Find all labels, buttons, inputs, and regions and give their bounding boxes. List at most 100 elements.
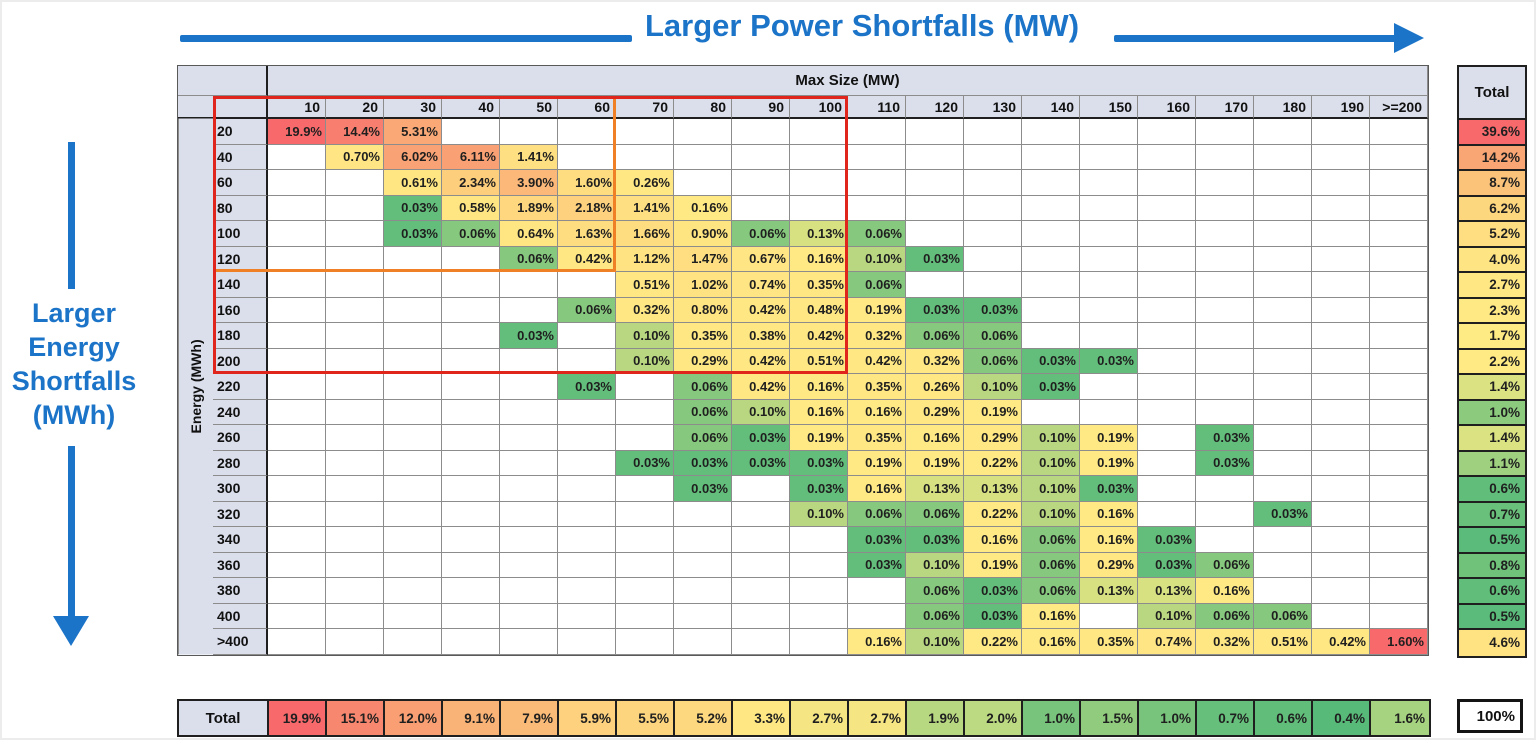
heatmap-cell: 0.03% [906,527,964,553]
heatmap-cell [674,527,732,553]
heatmap-cell: 0.13% [1080,578,1138,604]
heatmap-cell [616,629,674,655]
row-total-cell: 39.6% [1459,120,1525,146]
heatmap-cell [1254,425,1312,451]
heatmap-cell: 0.03% [1138,552,1196,578]
heatmap-cell [790,527,848,553]
heatmap-cell [674,629,732,655]
heatmap-cell [326,246,384,272]
heatmap-cell [732,629,790,655]
heatmap-cell [790,603,848,629]
heatmap-cell [1196,272,1254,298]
heatmap-cell [558,323,616,349]
heatmap-cell [1254,552,1312,578]
heatmap-cell [1138,399,1196,425]
heatmap-cell: 0.03% [1022,374,1080,400]
col-total-cell: 7.9% [501,701,559,735]
heatmap-cell [384,323,442,349]
row-total-cell: 4.0% [1459,247,1525,273]
heatmap-cell [558,119,616,145]
heatmap-cell [558,578,616,604]
heatmap-cell [790,629,848,655]
heatmap-cell [732,144,790,170]
heatmap-cell [1022,323,1080,349]
heatmap-cell [326,578,384,604]
heatmap-cell: 0.03% [674,476,732,502]
heatmap-cell: 5.31% [384,119,442,145]
row-total-cell: 5.2% [1459,222,1525,248]
heatmap-cell [1022,144,1080,170]
heatmap-cell [500,399,558,425]
heatmap-cell [1370,246,1428,272]
heatmap-cell: 0.16% [1022,629,1080,655]
heatmap-cell: 0.35% [674,323,732,349]
col-header-110: 110 [848,96,906,119]
row-total-cell: 0.5% [1459,604,1525,630]
row-header-200: 200 [213,348,268,374]
heatmap-cell [1138,272,1196,298]
heatmap-cell [442,425,500,451]
heatmap-cell: 0.42% [790,323,848,349]
heatmap-cell [1022,170,1080,196]
heatmap-cell [964,195,1022,221]
heatmap-cell: 0.16% [1080,527,1138,553]
heatmap-cell [384,425,442,451]
heatmap-cell: 0.06% [1196,552,1254,578]
heatmap-cell [732,501,790,527]
heatmap-cell [1080,272,1138,298]
heatmap-cell [1312,399,1370,425]
heatmap-cell: 0.32% [1196,629,1254,655]
row-header-100: 100 [213,221,268,247]
row-header-320: 320 [213,501,268,527]
heatmap-cell: 6.11% [442,144,500,170]
heatmap-cell [848,603,906,629]
heatmap-cell [384,374,442,400]
heatmap-cell: 0.06% [964,323,1022,349]
heatmap-cell: 0.03% [1196,425,1254,451]
heatmap-cell [442,527,500,553]
heatmap-cell [1312,119,1370,145]
heatmap-cell [442,246,500,272]
heatmap-cell: 0.10% [848,246,906,272]
heatmap-cell [674,603,732,629]
heatmap-cell [790,144,848,170]
shortfall-heatmap: Max Size (MW) 10 20 30 40 50 60 70 80 90 100 110 120… [177,65,1429,656]
col-header->=200: >=200 [1370,96,1428,119]
heatmap-cell: 0.32% [906,348,964,374]
heatmap-cell: 0.13% [790,221,848,247]
heatmap-cell [442,119,500,145]
heatmap-cell: 0.19% [964,552,1022,578]
heatmap-cell [1370,552,1428,578]
heatmap-cell [442,603,500,629]
heatmap-cell: 0.19% [1080,450,1138,476]
col-total-cell: 2.0% [965,701,1023,735]
heatmap-cell: 0.03% [384,195,442,221]
col-total-cell: 2.7% [791,701,849,735]
heatmap-cell [384,603,442,629]
heatmap-cell: 0.03% [1196,450,1254,476]
heatmap-cell [616,552,674,578]
heatmap-cell: 0.10% [616,348,674,374]
heatmap-cell [674,144,732,170]
heatmap-cell: 0.03% [964,603,1022,629]
heatmap-cell: 0.22% [964,629,1022,655]
heatmap-cell [616,374,674,400]
heatmap-cell [964,246,1022,272]
heatmap-cell [1254,527,1312,553]
heatmap-cell: 0.06% [442,221,500,247]
heatmap-cell [384,552,442,578]
row-total-cell: 1.1% [1459,451,1525,477]
heatmap-cell [384,450,442,476]
heatmap-cell: 0.10% [1022,501,1080,527]
heatmap-cell [268,552,326,578]
col-header-120: 120 [906,96,964,119]
row-totals-column: Total 39.6% 14.2% 8.7% 6.2% 5.2% 4.0% 2.7% 2.3% 1… [1457,65,1527,658]
heatmap-cell: 0.03% [384,221,442,247]
heatmap-cell [790,578,848,604]
heatmap-cell [1254,578,1312,604]
heatmap-cell [616,578,674,604]
heatmap-cell [790,552,848,578]
heatmap-cell [326,450,384,476]
heatmap-cell [732,603,790,629]
row-header-160: 160 [213,297,268,323]
